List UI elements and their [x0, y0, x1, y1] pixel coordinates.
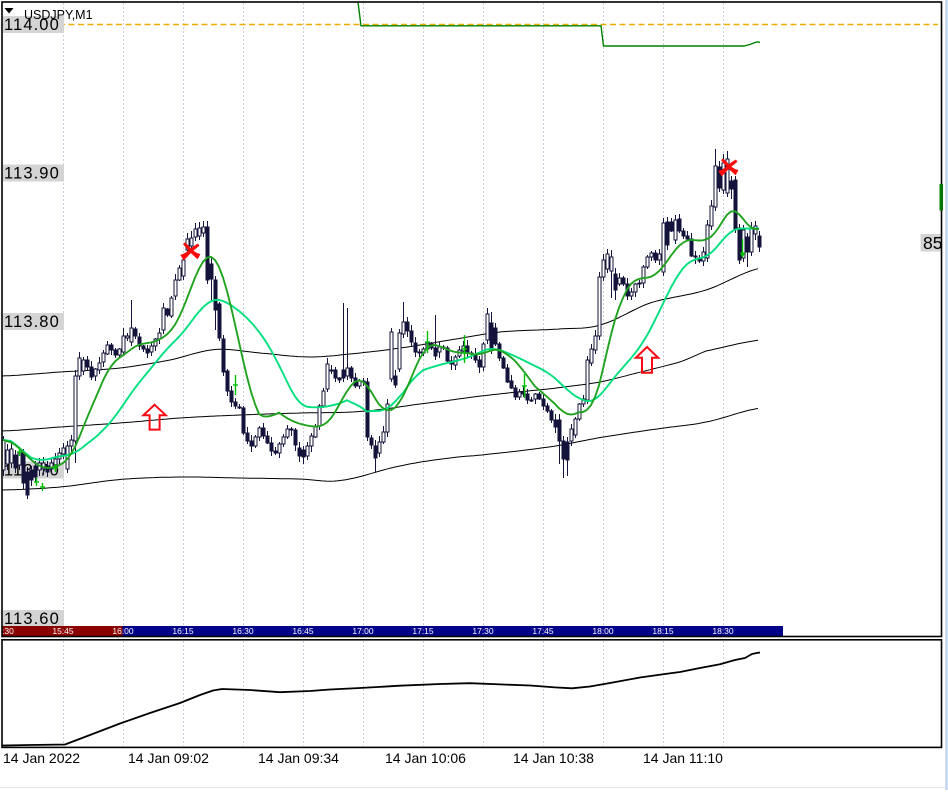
svg-text:114.00: 114.00	[4, 16, 60, 34]
svg-text:18:15: 18:15	[652, 626, 674, 636]
svg-text:17:15: 17:15	[412, 626, 434, 636]
svg-text:17:30: 17:30	[472, 626, 494, 636]
svg-text:17:45: 17:45	[532, 626, 554, 636]
svg-text:18:30: 18:30	[712, 626, 734, 636]
svg-text:18:00: 18:00	[592, 626, 614, 636]
svg-text:16:15: 16:15	[172, 626, 194, 636]
svg-text:14 Jan 2022: 14 Jan 2022	[3, 750, 80, 766]
svg-text:17:00: 17:00	[352, 626, 374, 636]
svg-text:16:45: 16:45	[292, 626, 314, 636]
svg-text:113.80: 113.80	[4, 313, 60, 331]
svg-text:113.60: 113.60	[4, 610, 60, 628]
svg-text:14 Jan 10:06: 14 Jan 10:06	[385, 750, 466, 766]
svg-text:14 Jan 10:38: 14 Jan 10:38	[513, 750, 594, 766]
svg-text::30: :30	[2, 626, 14, 636]
svg-text:15:45: 15:45	[52, 626, 74, 636]
svg-text:14 Jan 09:34: 14 Jan 09:34	[258, 750, 339, 766]
svg-text:16:00: 16:00	[112, 626, 134, 636]
svg-text:14 Jan 09:02: 14 Jan 09:02	[128, 750, 209, 766]
svg-text:14 Jan 11:10: 14 Jan 11:10	[643, 750, 723, 766]
svg-text:85: 85	[923, 233, 942, 253]
svg-text:113.90: 113.90	[4, 165, 60, 183]
svg-text:USDJPY,M1: USDJPY,M1	[24, 8, 93, 22]
svg-text:16:30: 16:30	[232, 626, 254, 636]
